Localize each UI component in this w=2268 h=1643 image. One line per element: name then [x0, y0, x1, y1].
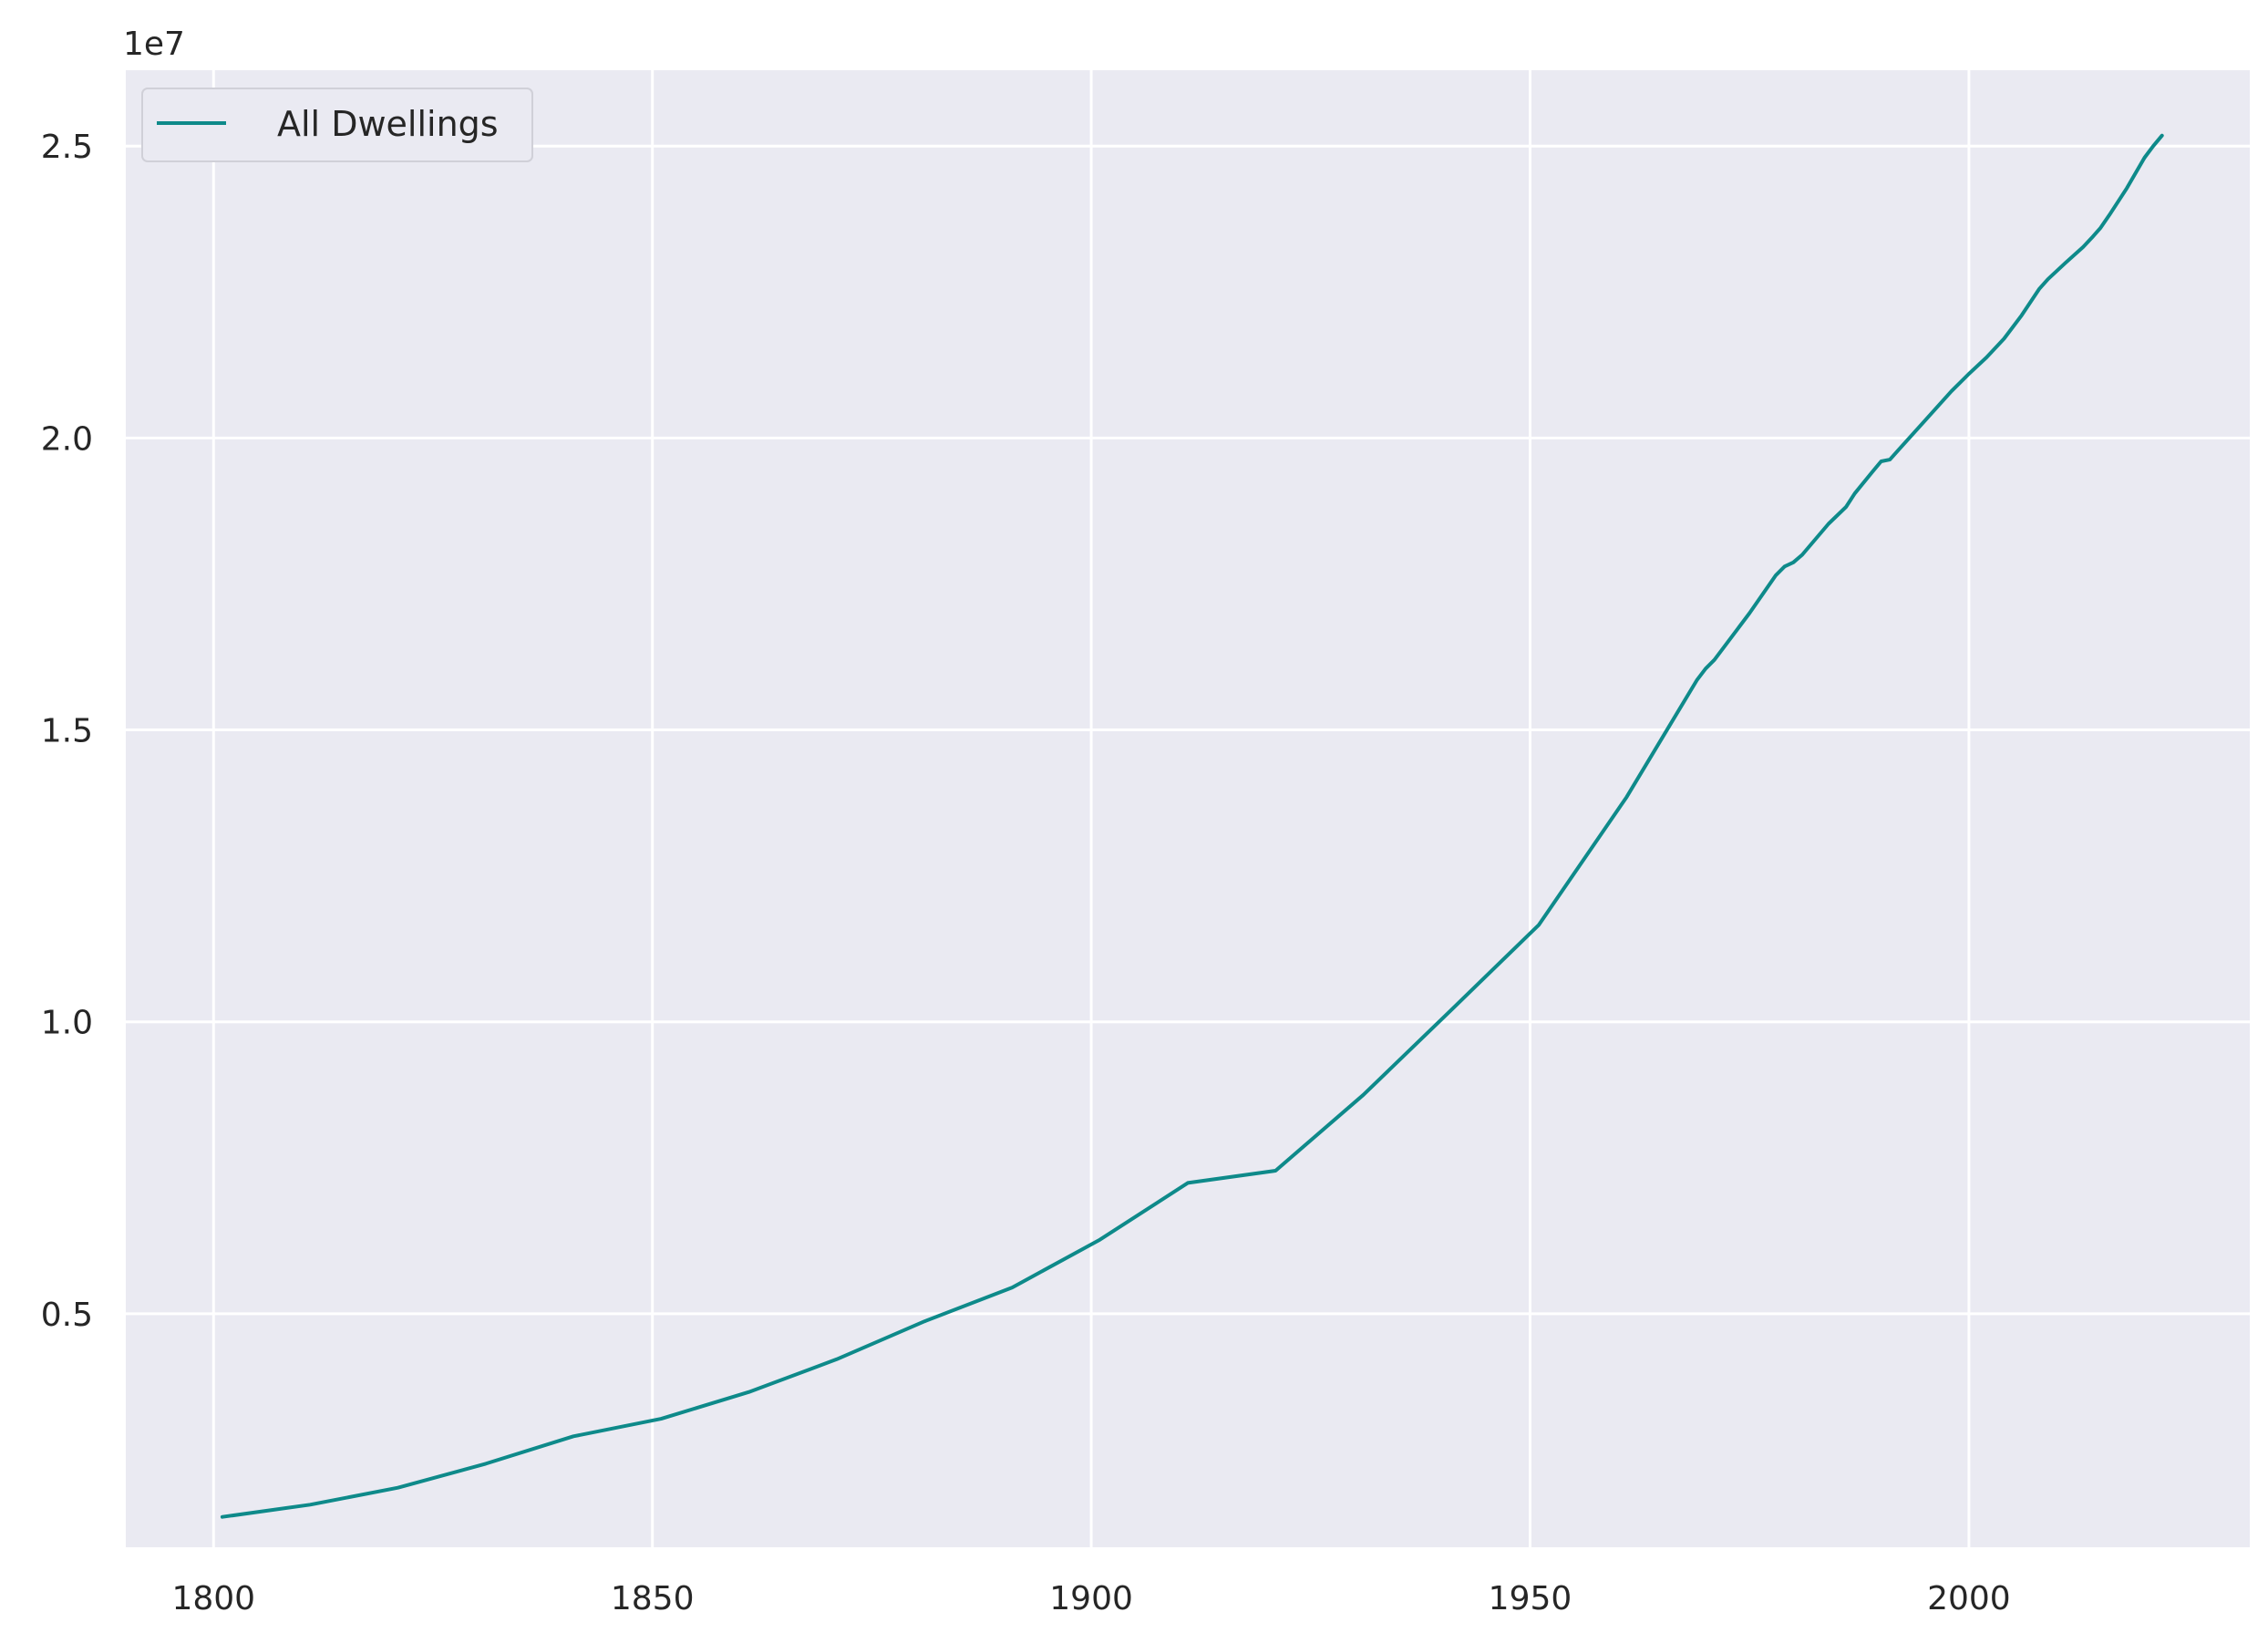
series-layer: [220, 133, 2164, 1519]
series-line-all-dwellings: [220, 133, 2164, 1519]
legend: All Dwellings: [141, 88, 533, 162]
y-tick-label-1.5: 1.5: [41, 713, 93, 750]
legend-box: [141, 88, 533, 162]
y-tick-label-2.0: 2.0: [41, 420, 93, 458]
plot-background: [126, 70, 2250, 1547]
y-tick-label-0.5: 0.5: [41, 1297, 93, 1334]
x-tick-label-1850: 1850: [611, 1580, 695, 1617]
vertical-grid-lines: [211, 70, 1971, 1547]
y-axis-offset-label: 1e7: [123, 26, 185, 63]
y-tick-label-2.5: 2.5: [41, 129, 93, 166]
x-tick-label-1800: 1800: [171, 1580, 255, 1617]
y-axis-tick-labels: 0.5 1.0 1.5 2.0 2.5: [41, 129, 93, 1334]
x-tick-label-1900: 1900: [1049, 1580, 1133, 1617]
y-tick-label-1.0: 1.0: [41, 1005, 93, 1042]
x-axis-tick-labels: 1800 1850 1900 1950 2000: [171, 1580, 2010, 1617]
x-tick-label-2000: 2000: [1927, 1580, 2011, 1617]
legend-label-all-dwellings: All Dwellings: [277, 104, 499, 144]
x-tick-label-1950: 1950: [1489, 1580, 1572, 1617]
